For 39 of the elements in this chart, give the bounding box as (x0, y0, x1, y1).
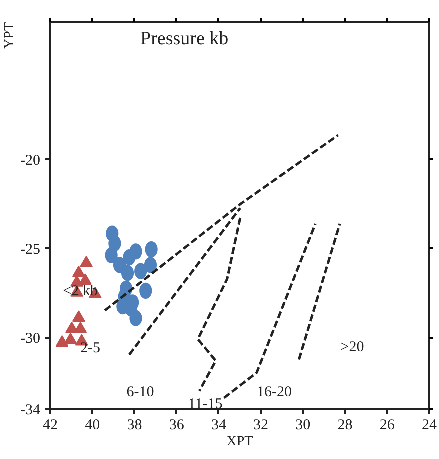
point (80, 256, 94, 268)
point (121, 265, 134, 282)
point (144, 257, 158, 274)
y-tick-label: -25 (20, 242, 41, 258)
line-series (196, 216, 242, 392)
point (140, 282, 152, 299)
point (72, 266, 86, 278)
point (56, 336, 69, 347)
x-tick-label: 26 (380, 418, 396, 434)
point (105, 247, 118, 264)
y-axis-title: YPT (2, 22, 18, 49)
annotation: 2-5 (80, 340, 100, 356)
y-tick-label: -34 (20, 402, 41, 418)
x-tick-label: 36 (169, 418, 185, 434)
point (70, 275, 84, 287)
x-tick-label: 40 (85, 418, 100, 434)
point (78, 274, 92, 286)
annotation: 6-10 (126, 384, 154, 400)
x-tick-label: 42 (43, 418, 58, 434)
x-tick-label: 28 (338, 418, 353, 434)
annotation: 11-15 (188, 396, 223, 412)
x-tick-label: 34 (211, 418, 227, 434)
point (134, 263, 148, 280)
point (74, 322, 88, 334)
x-tick-label: 30 (296, 418, 311, 434)
point (72, 310, 86, 322)
y-tick-label: -20 (20, 152, 41, 169)
chart-title: Pressure kb (140, 28, 229, 50)
point (145, 241, 158, 258)
point (130, 310, 142, 326)
point (64, 332, 78, 344)
x-tick-label: 32 (254, 418, 269, 434)
point (130, 244, 142, 260)
annotation: 16-20 (257, 384, 292, 400)
x-tick-label: 38 (127, 418, 142, 434)
x-tick-label: 24 (422, 418, 438, 434)
annotation: >20 (340, 340, 364, 356)
x-axis-title: XPT (226, 434, 254, 450)
y-tick-label: -30 (20, 331, 41, 348)
